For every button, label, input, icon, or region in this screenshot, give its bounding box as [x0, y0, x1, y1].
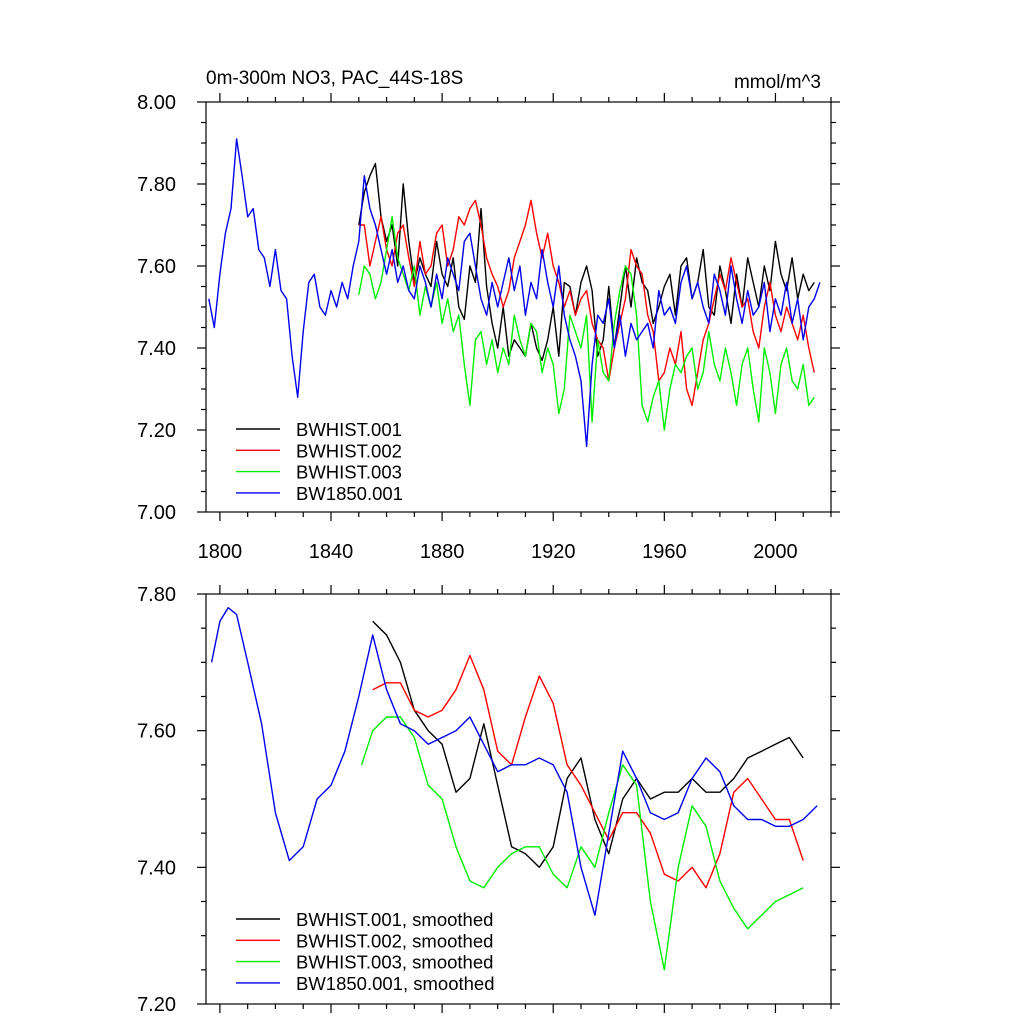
chart-panel-1: 1800 1840 1880 1920 1960 2000 7.00 7.20 7.40 7.60…	[137, 68, 840, 563]
legend-label: BWHIST.002	[296, 440, 402, 461]
series-line-bwhist-003	[358, 216, 815, 431]
y-tick-label: 7.00	[137, 502, 176, 524]
legend-label: BWHIST.001	[296, 419, 402, 440]
legend-label: BW1850.001, smoothed	[296, 973, 495, 994]
x-tick-label: 1960	[642, 541, 687, 563]
x-tick-label: 1800	[198, 541, 243, 563]
series-line-bwhist-001-smoothed	[372, 620, 804, 868]
legend-label: BWHIST.003	[296, 462, 402, 483]
legend-label: BWHIST.001, smoothed	[296, 909, 493, 930]
y-tick-label: 7.20	[137, 420, 176, 442]
y-tick-label: 7.60	[137, 721, 176, 743]
series-line-bw1850-001	[208, 138, 821, 448]
series-line-bwhist-002-smoothed	[372, 654, 804, 889]
x-tick-label: 1880	[420, 541, 465, 563]
y-tick-label: 7.80	[137, 584, 176, 606]
x-tick-label: 2000	[753, 541, 798, 563]
series-line-bw1850-001-smoothed	[210, 607, 818, 916]
x-tick-label: 1840	[309, 541, 354, 563]
y-tick-label: 7.60	[137, 256, 176, 278]
y-tick-label: 7.20	[137, 994, 176, 1016]
x-tick-label: 1920	[531, 541, 576, 563]
legend-label: BWHIST.002, smoothed	[296, 930, 493, 951]
series-line-bwhist-003-smoothed	[360, 716, 804, 971]
y-tick-label: 7.40	[137, 857, 176, 879]
y-tick-label: 7.40	[137, 338, 176, 360]
y-tick-label: 8.00	[137, 92, 176, 114]
legend-label: BW1850.001	[296, 483, 403, 504]
chart-title: 0m-300m NO3, PAC_44S-18S	[206, 68, 463, 89]
series-line-bwhist-001	[358, 162, 815, 361]
legend-label: BWHIST.003, smoothed	[296, 952, 493, 973]
series-line-bwhist-002	[358, 199, 815, 407]
y-tick-label: 7.80	[137, 174, 176, 196]
units-label: mmol/m^3	[734, 72, 821, 93]
